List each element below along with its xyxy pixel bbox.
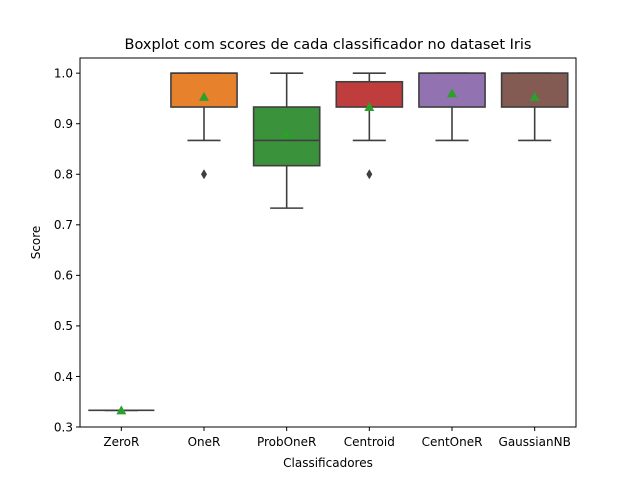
iqr-box <box>500 72 569 108</box>
mean-marker <box>364 102 375 112</box>
x-tick-label: CentOneR <box>422 435 483 449</box>
y-tick-label: 0.4 <box>54 370 73 384</box>
outlier-marker <box>201 169 207 180</box>
x-tick-label: ProbOneR <box>257 435 316 449</box>
y-tick-label: 0.3 <box>54 420 73 434</box>
y-tick-label: 0.8 <box>54 168 73 182</box>
x-axis: ZeroR OneR ProbOneR Centroid CentOneR Gaussia… <box>103 427 571 449</box>
y-tick-label: 1.0 <box>54 66 73 80</box>
y-tick-label: 0.5 <box>54 319 73 333</box>
box-group-oner <box>170 72 238 180</box>
plot-area <box>88 72 569 415</box>
x-tick-label: OneR <box>188 435 221 449</box>
x-tick-label: ZeroR <box>103 435 139 449</box>
box-group-centoner <box>418 72 486 142</box>
y-tick-label: 0.6 <box>54 269 73 283</box>
x-axis-label: Classificadores <box>283 456 373 470</box>
outlier-marker <box>366 169 373 180</box>
axes-frame <box>79 57 577 428</box>
mean-marker <box>116 405 127 415</box>
box-group-centroid <box>335 72 404 180</box>
y-axis-label: Score <box>29 226 43 260</box>
box-group-gaussiannb <box>500 72 569 142</box>
chart-title: Boxplot com scores de cada classificador… <box>125 37 532 53</box>
box-group-proboner <box>252 72 321 209</box>
y-axis: 0.3 0.4 0.5 0.6 0.7 0.8 0.9 1.0 <box>54 66 80 434</box>
box-group-zeror <box>88 405 155 415</box>
x-tick-label: Centroid <box>344 435 395 449</box>
mean-marker <box>447 88 457 98</box>
mean-marker <box>529 91 540 101</box>
x-tick-label: GaussianNB <box>499 435 571 449</box>
mean-marker <box>199 91 209 101</box>
y-tick-label: 0.9 <box>54 117 73 131</box>
y-tick-label: 0.7 <box>54 218 73 232</box>
mean-marker <box>281 128 292 138</box>
iqr-box <box>170 72 238 108</box>
